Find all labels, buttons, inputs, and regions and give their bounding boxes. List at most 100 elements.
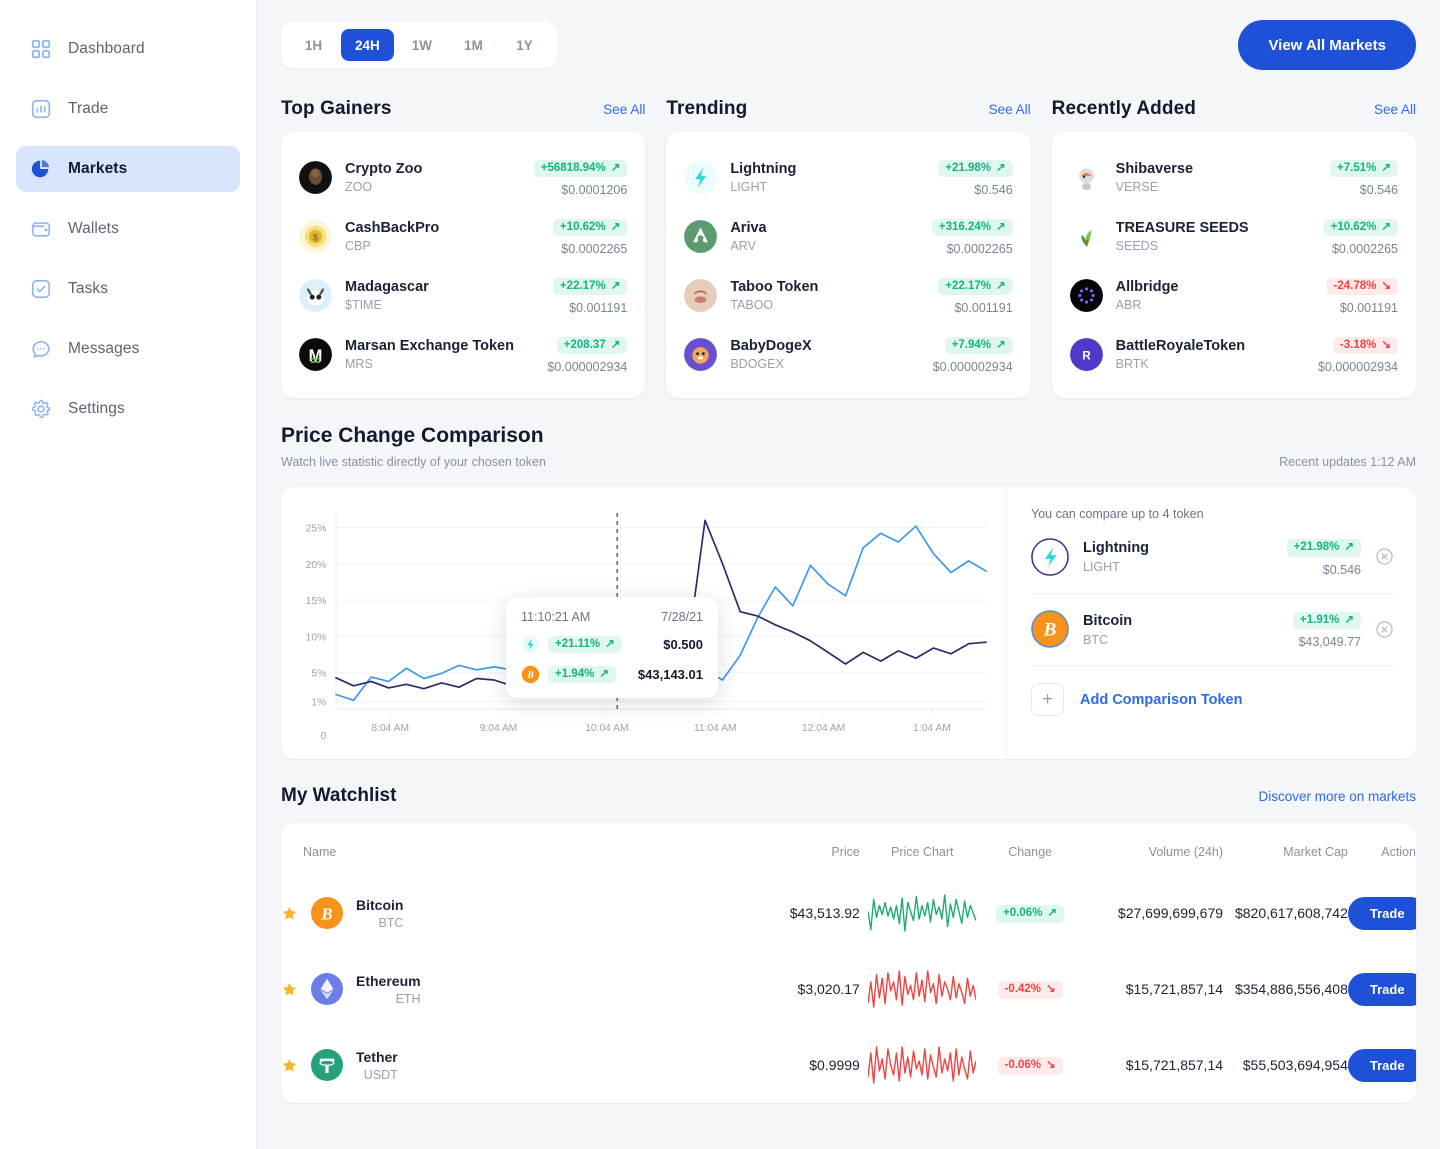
remove-token-button[interactable] [1375,547,1394,566]
cell-name: Ethereum ETH [281,951,746,1027]
tooltip-time: 11:10:21 AM [521,610,591,624]
price-comparison-header: Price Change Comparison Watch live stati… [281,424,1416,469]
section-header-trending: Trending See All [666,98,1030,120]
cell-volume: $15,721,857,14 [1125,1057,1224,1073]
range-tab-1m[interactable]: 1M [450,29,497,61]
token-price: $0.000002934 [547,360,628,375]
token-change-badge: +7.51% ↗ [1330,159,1398,178]
top-gainer-item[interactable]: Crypto Zoo ZOO +56818.94% ↗ $0.0001206 [299,148,628,207]
tooltip-change: +1.94% [555,667,595,680]
wallet-icon [30,218,52,240]
token-name: BattleRoyaleToken [1115,338,1246,354]
token-name: Marsan Exchange Token [345,338,514,354]
sidebar-item-messages[interactable]: Messages [16,326,240,372]
row-change: +0.06% [1003,907,1043,920]
favorite-star-icon[interactable] [281,1057,298,1074]
page-subtitle: Watch live statistic directly of your ch… [281,455,546,469]
row-token-name: Bitcoin [356,896,404,913]
watchlist-table: Name Price Price Chart Change Volume (24… [281,823,1416,1103]
card-top-gainers: Crypto Zoo ZOO +56818.94% ↗ $0.0001206 $ CashB… [281,132,646,398]
trade-button[interactable]: Trade [1347,972,1416,1006]
sidebar: Dashboard Trade Markets [0,0,257,1149]
top-gainer-item[interactable]: $ CashBackPro CBP +10.62% ↗ $0.0002265 [299,207,628,266]
arrow-up-icon: ↗ [610,279,621,292]
top-gainer-item[interactable]: M Marsan Exchange Token MRS +208.37 ↗ $0.0000… [299,325,628,384]
see-all-top-gainers[interactable]: See All [603,102,646,117]
row-token-symbol: USDT [363,1067,398,1082]
section-title: Trending [666,98,748,119]
range-tab-24h[interactable]: 24H [341,29,394,61]
recently-added-item[interactable]: R BattleRoyaleToken BRTK -3.18% ↘ $0.00000293… [1069,325,1398,384]
token-price: $0.0001206 [561,183,628,198]
sidebar-item-label: Tasks [68,280,109,297]
favorite-star-icon[interactable] [281,905,298,922]
section-headers: Top Gainers See All Trending See All Rec… [281,98,1416,120]
cell-change: +0.06% ↗ [985,875,1076,951]
sidebar-item-wallets[interactable]: Wallets [16,206,240,252]
svg-text:5%: 5% [311,669,326,680]
see-all-recently-added[interactable]: See All [1373,102,1416,117]
arrow-down-icon: ↘ [1045,983,1056,996]
comparison-change: +1.91% [1300,613,1340,626]
remove-token-button[interactable] [1375,620,1394,639]
range-tab-1h[interactable]: 1H [290,29,337,61]
svg-text:R: R [1082,350,1091,362]
range-tab-1y[interactable]: 1Y [501,29,548,61]
svg-text:15%: 15% [306,596,327,607]
column-header-volume: Volume (24h) [1148,845,1224,859]
cell-action: Trade [1347,1027,1416,1103]
section-header-top-gainers: Top Gainers See All [281,98,645,120]
sidebar-item-markets[interactable]: Markets [16,146,240,192]
sidebar-item-settings[interactable]: Settings [16,386,240,432]
column-header-action: Action [1381,845,1416,859]
chart-bar-icon [30,98,52,120]
token-change-badge: -3.18% ↘ [1332,336,1398,355]
trade-button[interactable]: Trade [1347,1048,1416,1082]
comparison-token-name: Lightning [1083,540,1150,557]
view-all-markets-button[interactable]: View All Markets [1238,20,1416,70]
trade-button[interactable]: Trade [1347,896,1416,930]
cell-name: B Bitcoin BTC [281,875,746,951]
token-change: +22.17% [945,279,992,292]
column-header-price: Price [831,845,860,859]
table-row[interactable]: Ethereum ETH $3,020.17 -0.42% ↘ $15,721,857,1… [281,951,1416,1027]
comparison-token-panel: You can compare up to 4 token Lightning … [1006,487,1416,759]
arrow-down-icon: ↘ [1045,1059,1056,1072]
token-change: +208.37 [563,338,606,351]
add-comparison-token-label[interactable]: Add Comparison Token [1080,691,1243,708]
see-all-trending[interactable]: See All [988,102,1031,117]
top-gainer-item[interactable]: Madagascar $TIME +22.17% ↗ $0.001191 [299,266,628,325]
arrow-up-icon: ↗ [610,220,621,233]
recently-added-item[interactable]: Allbridge ABR -24.78% ↘ $0.001191 [1069,266,1398,325]
discover-more-link[interactable]: Discover more on markets [1258,788,1416,804]
sidebar-item-tasks[interactable]: Tasks [16,266,240,312]
gear-icon [30,398,52,420]
add-comparison-token-row[interactable]: + Add Comparison Token [1031,666,1394,716]
table-row[interactable]: B Bitcoin BTC $43,513.92 +0.06% ↗ $27,699,699,… [281,875,1416,951]
token-symbol: LIGHT [730,180,768,194]
plus-icon[interactable]: + [1031,683,1064,716]
status-badge: -0.06% ↘ [997,1057,1063,1075]
trending-item[interactable]: Lightning LIGHT +21.98% ↗ $0.546 [684,148,1013,207]
token-change-badge: +316.24% ↗ [931,218,1013,237]
sidebar-item-trade[interactable]: Trade [16,86,240,132]
token-name: Allbridge [1115,279,1179,295]
arrow-up-icon: ↗ [1381,161,1391,174]
trending-item[interactable]: Taboo Token TABOO +22.17% ↗ $0.001191 [684,266,1013,325]
comparison-chart[interactable]: 1% 5% 10% 15% 20% 25% 0 8:04 AM 9:04 AM 10:04 AM 1… [281,487,1006,759]
range-tab-1w[interactable]: 1W [398,29,446,61]
token-name: Madagascar [345,279,429,295]
watchlist-title: My Watchlist [281,785,397,806]
comparison-change-badge: +1.91% ↗ [1293,611,1361,629]
column-header-change: Change [1008,845,1052,859]
trending-item[interactable]: Ariva ARV +316.24% ↗ $0.0002265 [684,207,1013,266]
recently-added-item[interactable]: TREASURE SEEDS SEEDS +10.62% ↗ $0.0002265 [1069,207,1398,266]
table-row[interactable]: Tether USDT $0.9999 -0.06% ↘ $15,721,857,14 $5… [281,1027,1416,1103]
recently-added-item[interactable]: Shibaverse VERSE +7.51% ↗ $0.546 [1069,148,1398,207]
card-recently-added: Shibaverse VERSE +7.51% ↗ $0.546 TREASURE SEE… [1051,132,1416,398]
comparison-token-price: $0.546 [1322,562,1361,577]
trending-item[interactable]: BabyDogeX BDOGEX +7.94% ↗ $0.000002934 [684,325,1013,384]
favorite-star-icon[interactable] [281,981,298,998]
sidebar-item-dashboard[interactable]: Dashboard [16,26,240,72]
